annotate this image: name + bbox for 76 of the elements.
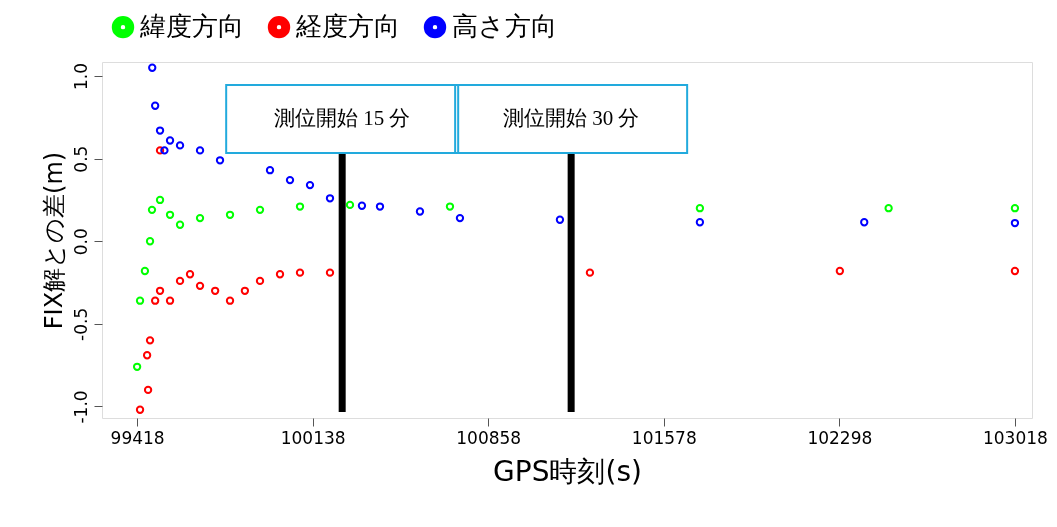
point xyxy=(132,362,142,371)
legend-label: 緯度方向 xyxy=(139,11,244,42)
point xyxy=(585,268,595,277)
point xyxy=(295,268,305,277)
point xyxy=(175,220,185,229)
y-tick-label: 0.0 xyxy=(70,228,91,256)
point xyxy=(150,101,160,110)
point xyxy=(295,202,305,211)
y-tick-label: 1.0 xyxy=(70,63,91,91)
point xyxy=(305,180,315,190)
x-tick-label: 100858 xyxy=(456,427,522,448)
point xyxy=(155,195,165,205)
point xyxy=(835,266,845,276)
point xyxy=(275,270,285,279)
point xyxy=(255,276,265,286)
point xyxy=(195,213,205,223)
point xyxy=(325,194,335,203)
point xyxy=(165,210,175,219)
point xyxy=(225,296,235,305)
point xyxy=(345,200,355,210)
point xyxy=(860,218,869,227)
point xyxy=(445,202,455,211)
point xyxy=(375,202,385,211)
point xyxy=(155,126,165,135)
point xyxy=(285,175,295,185)
point xyxy=(160,146,169,155)
point xyxy=(325,268,335,277)
point xyxy=(142,351,152,360)
x-tick-label: 102298 xyxy=(807,427,873,448)
point xyxy=(165,296,175,305)
point xyxy=(175,141,185,150)
legend-label: 経度方向 xyxy=(295,11,400,42)
point xyxy=(555,215,565,224)
point xyxy=(148,63,157,72)
point xyxy=(1010,204,1020,213)
point xyxy=(135,296,145,305)
point xyxy=(215,156,225,165)
y-axis-title: FIX解との差(m) xyxy=(39,151,68,330)
point xyxy=(195,281,205,290)
legend-label: 高さ方向 xyxy=(452,11,557,42)
y-tick-label: -0.5 xyxy=(70,307,91,341)
point xyxy=(155,286,165,295)
y-tick-label: 0.5 xyxy=(70,145,91,173)
point xyxy=(884,204,893,213)
point xyxy=(155,146,165,155)
point xyxy=(150,296,160,305)
point xyxy=(175,276,185,286)
x-tick-label: 100138 xyxy=(280,427,346,448)
x-axis-title: GPS時刻(s) xyxy=(493,454,642,488)
x-tick-label: 99418 xyxy=(110,427,165,448)
point xyxy=(695,204,705,213)
point xyxy=(695,218,705,227)
point xyxy=(455,213,465,223)
ref-line-label: 測位開始 15 分 xyxy=(273,106,411,130)
y-tick-label: -1.0 xyxy=(70,390,91,424)
point xyxy=(240,286,250,295)
x-tick-label: 101578 xyxy=(631,427,697,448)
point xyxy=(145,237,155,246)
point xyxy=(143,385,153,395)
point xyxy=(147,205,157,215)
point xyxy=(1010,218,1020,228)
point xyxy=(185,270,195,279)
point xyxy=(265,166,275,175)
point xyxy=(1010,266,1020,276)
point xyxy=(165,136,175,145)
x-tick-label: 103018 xyxy=(982,427,1048,448)
point xyxy=(195,146,205,155)
point xyxy=(225,210,235,219)
point xyxy=(357,201,367,210)
ref-line-label: 測位開始 30 分 xyxy=(502,106,640,130)
point xyxy=(140,266,150,276)
point xyxy=(135,405,145,414)
point xyxy=(415,207,425,216)
point xyxy=(145,336,155,345)
point xyxy=(210,286,220,295)
point xyxy=(255,205,265,215)
